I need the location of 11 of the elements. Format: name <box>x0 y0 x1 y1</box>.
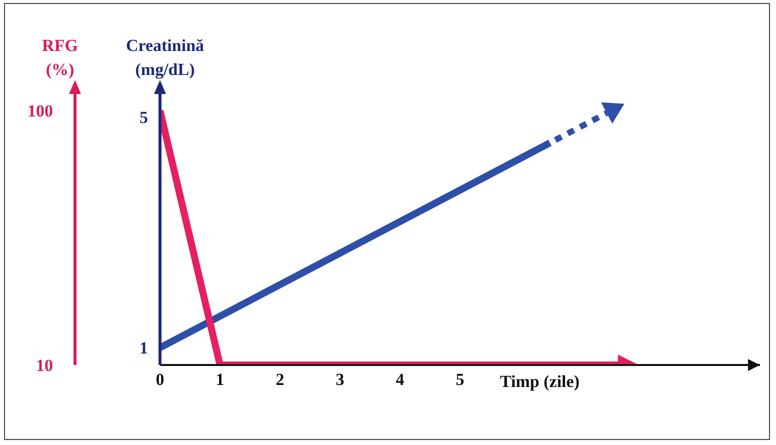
x-tick-label: 5 <box>456 370 464 390</box>
y2-axis-title: RFG (%) <box>41 35 79 81</box>
x-tick-label: 4 <box>396 370 405 390</box>
y-axis-title: Creatinină (mg/dL) <box>124 35 206 81</box>
y2-tick-label: 100 <box>28 102 53 121</box>
y2-tick-label: 10 <box>36 356 53 376</box>
x-tick-label: 2 <box>276 370 284 390</box>
x-tick-label: 1 <box>216 370 224 390</box>
x-tick-label: 3 <box>336 370 344 390</box>
x-axis-title: Timp (zile) <box>500 372 580 392</box>
x-tick-label: 0 <box>156 370 164 390</box>
